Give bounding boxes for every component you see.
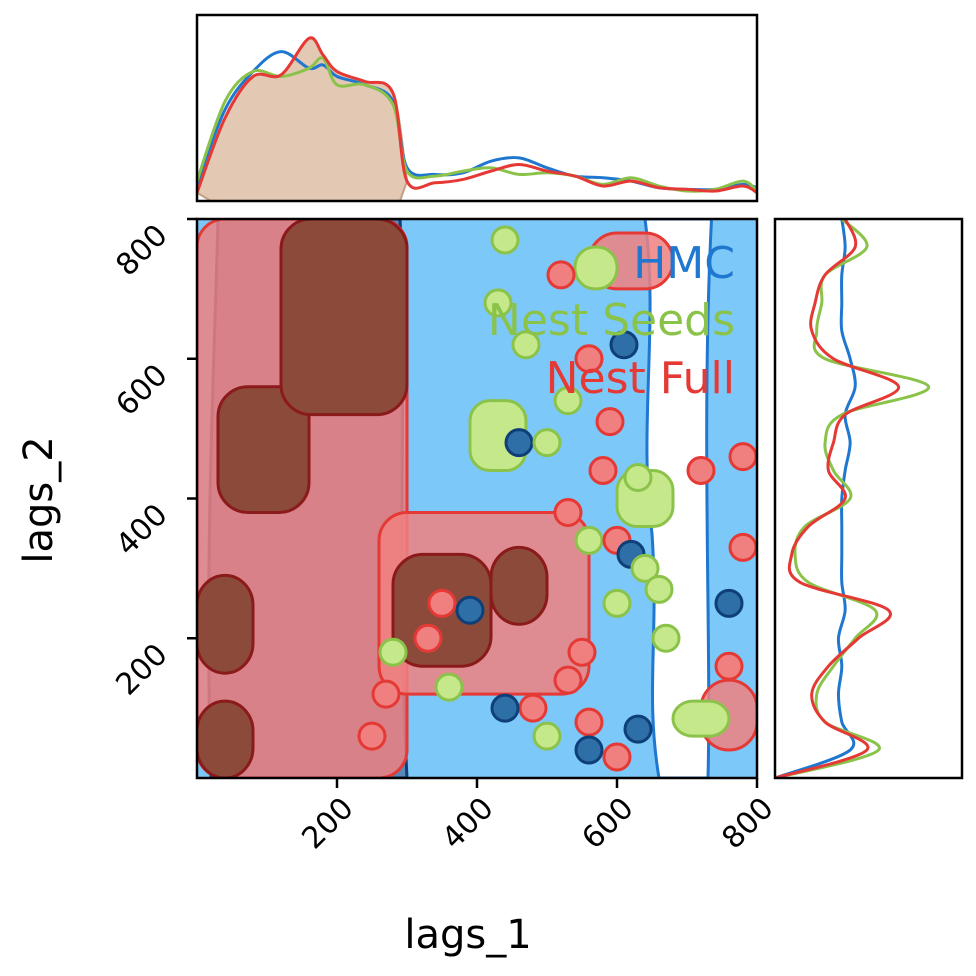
x-axis-label: lags_1 (404, 912, 531, 958)
nest-full-high-density-region (489, 545, 549, 626)
density-island (714, 651, 744, 681)
density-island (504, 428, 534, 458)
marginal-y-hmc-curve (775, 219, 857, 778)
density-island (574, 735, 604, 765)
density-island (553, 497, 583, 527)
nest-full-high-density-region (279, 219, 409, 417)
density-island (602, 742, 632, 772)
joint-panel (195, 217, 759, 780)
marginal-x-panel (195, 13, 759, 203)
density-island (651, 623, 681, 653)
nest-seeds-region (573, 245, 619, 291)
density-island (574, 344, 604, 374)
density-island (490, 693, 520, 723)
density-island (728, 442, 757, 472)
legend: HMC Nest Seeds Nest Full (488, 238, 735, 404)
x-axis-ticks: 200 400 600 800 (295, 778, 781, 856)
x-tick-label: 800 (715, 791, 780, 856)
marginal-y-nest-full-curve (775, 219, 901, 778)
density-island (378, 637, 408, 667)
density-island (553, 386, 583, 416)
x-tick-label: 400 (435, 791, 500, 856)
joint-density-regions (197, 219, 757, 778)
density-island (357, 721, 387, 751)
density-island (546, 260, 576, 290)
density-island (686, 456, 716, 486)
density-island (623, 714, 653, 744)
y-tick-label: 400 (109, 497, 174, 562)
density-island (532, 721, 562, 751)
marginal-x-frame (195, 13, 759, 203)
density-island (553, 665, 583, 695)
legend-entry-nest-seeds: Nest Seeds (488, 295, 735, 346)
legend-entry-nest-full: Nest Full (546, 353, 735, 404)
nest-full-high-density-region (216, 385, 311, 514)
density-island (609, 330, 639, 360)
density-island (483, 288, 513, 318)
legend-entry-hmc: HMC (633, 238, 735, 289)
density-island (455, 595, 485, 625)
density-island (588, 456, 618, 486)
y-tick-label: 200 (109, 637, 174, 702)
nest-full-high-density-region (197, 699, 255, 778)
density-island (427, 588, 457, 618)
density-island (434, 672, 464, 702)
nest-seeds-region (671, 699, 731, 738)
nest-full-high-density-region (197, 573, 255, 675)
density-island (518, 693, 548, 723)
density-island (602, 588, 632, 618)
density-island (714, 588, 744, 618)
density-island (623, 463, 653, 493)
y-tick-label: 800 (109, 218, 174, 283)
marginal-y-nest-seeds-curve (775, 219, 931, 778)
marginal-y-panel (773, 217, 964, 780)
density-island (644, 574, 674, 604)
density-island (413, 623, 443, 653)
y-axis-label: lags_2 (16, 436, 62, 563)
marginal-y-frame (773, 217, 964, 780)
density-island (490, 225, 520, 255)
density-island (532, 428, 562, 458)
density-island (574, 525, 604, 555)
density-island (595, 407, 625, 437)
y-axis-ticks: 200 400 600 800 (109, 217, 197, 702)
x-tick-label: 600 (575, 791, 640, 856)
x-tick-label: 200 (295, 791, 360, 856)
density-island (371, 679, 401, 709)
marginal-x-nest-full-curve (197, 36, 757, 195)
density-island (574, 707, 604, 737)
density-island (728, 532, 757, 562)
density-island (630, 553, 660, 583)
density-island (511, 330, 541, 360)
density-island (567, 637, 597, 667)
y-tick-label: 600 (109, 358, 174, 423)
